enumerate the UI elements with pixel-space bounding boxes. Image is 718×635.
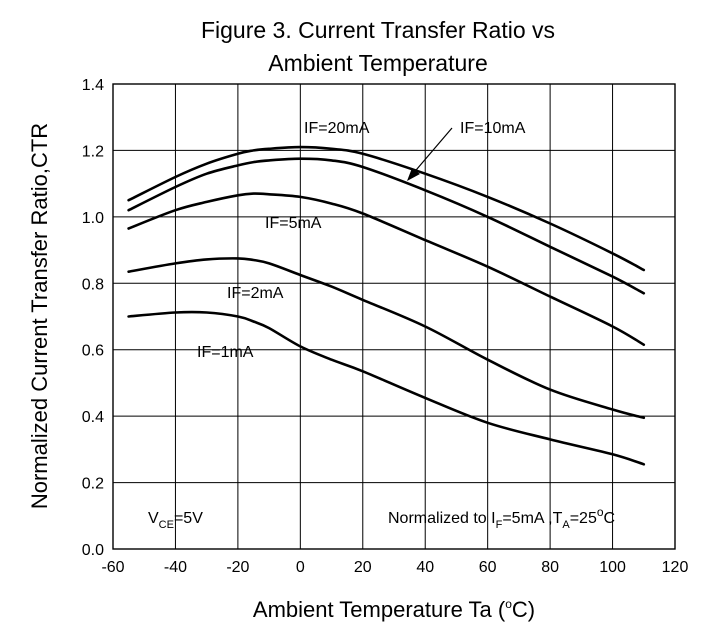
chart-title-line2: Ambient Temperature <box>268 50 487 76</box>
x-tick-label: 60 <box>479 559 497 576</box>
label-if10: IF=10mA <box>460 120 526 137</box>
chart-title-line1: Figure 3. Current Transfer Ratio vs <box>201 17 555 43</box>
x-tick-label: 80 <box>541 559 559 576</box>
normalization-note: Normalized to IF=5mA ,TA=25oC <box>388 505 615 531</box>
if10-pointer-arrowhead <box>407 168 420 181</box>
y-tick-label: 0.0 <box>82 542 104 559</box>
series-line-if-20ma <box>127 145 646 272</box>
x-tick-label: 100 <box>599 559 626 576</box>
y-axis-label: Normalized Current Transfer Ratio,CTR <box>27 123 52 509</box>
label-if20: IF=20mA <box>304 120 370 137</box>
if10-pointer-line <box>410 127 453 177</box>
series-line-if-1ma <box>127 310 646 466</box>
series-layer <box>127 145 646 466</box>
y-tick-label: 0.2 <box>82 476 104 493</box>
series-line-if-5ma <box>127 192 646 346</box>
y-tick-label: 1.2 <box>82 143 104 160</box>
x-tick-label: 20 <box>354 559 372 576</box>
x-tick-label: 0 <box>296 559 305 576</box>
y-tick-label: 1.0 <box>82 210 104 227</box>
x-tick-label: 120 <box>662 559 689 576</box>
x-tick-label: -20 <box>226 559 249 576</box>
y-tick-label: 0.6 <box>82 343 104 360</box>
label-if2: IF=2mA <box>227 285 284 302</box>
y-tick-label: 0.8 <box>82 276 104 293</box>
vce-note: VCE=5V <box>148 510 203 531</box>
x-tick-label: -40 <box>164 559 187 576</box>
y-tick-label: 1.4 <box>82 77 104 94</box>
y-tick-labels: 0.0 0.2 0.4 0.6 0.8 1.0 1.2 1.4 <box>82 77 104 559</box>
plot-frame <box>112 83 676 550</box>
x-tick-label: -60 <box>101 559 124 576</box>
x-tick-labels: -60 -40 -20 0 20 40 60 80 100 120 <box>101 559 688 576</box>
y-tick-label: 0.4 <box>82 409 104 426</box>
label-if5: IF=5mA <box>265 215 322 232</box>
x-tick-label: 40 <box>416 559 434 576</box>
x-axis-label: Ambient Temperature Ta (oC) <box>253 597 535 622</box>
label-if1: IF=1mA <box>197 344 254 361</box>
series-line-if-10ma <box>127 157 646 295</box>
series-line-if-2ma <box>127 257 646 420</box>
grid-layer <box>113 84 675 549</box>
